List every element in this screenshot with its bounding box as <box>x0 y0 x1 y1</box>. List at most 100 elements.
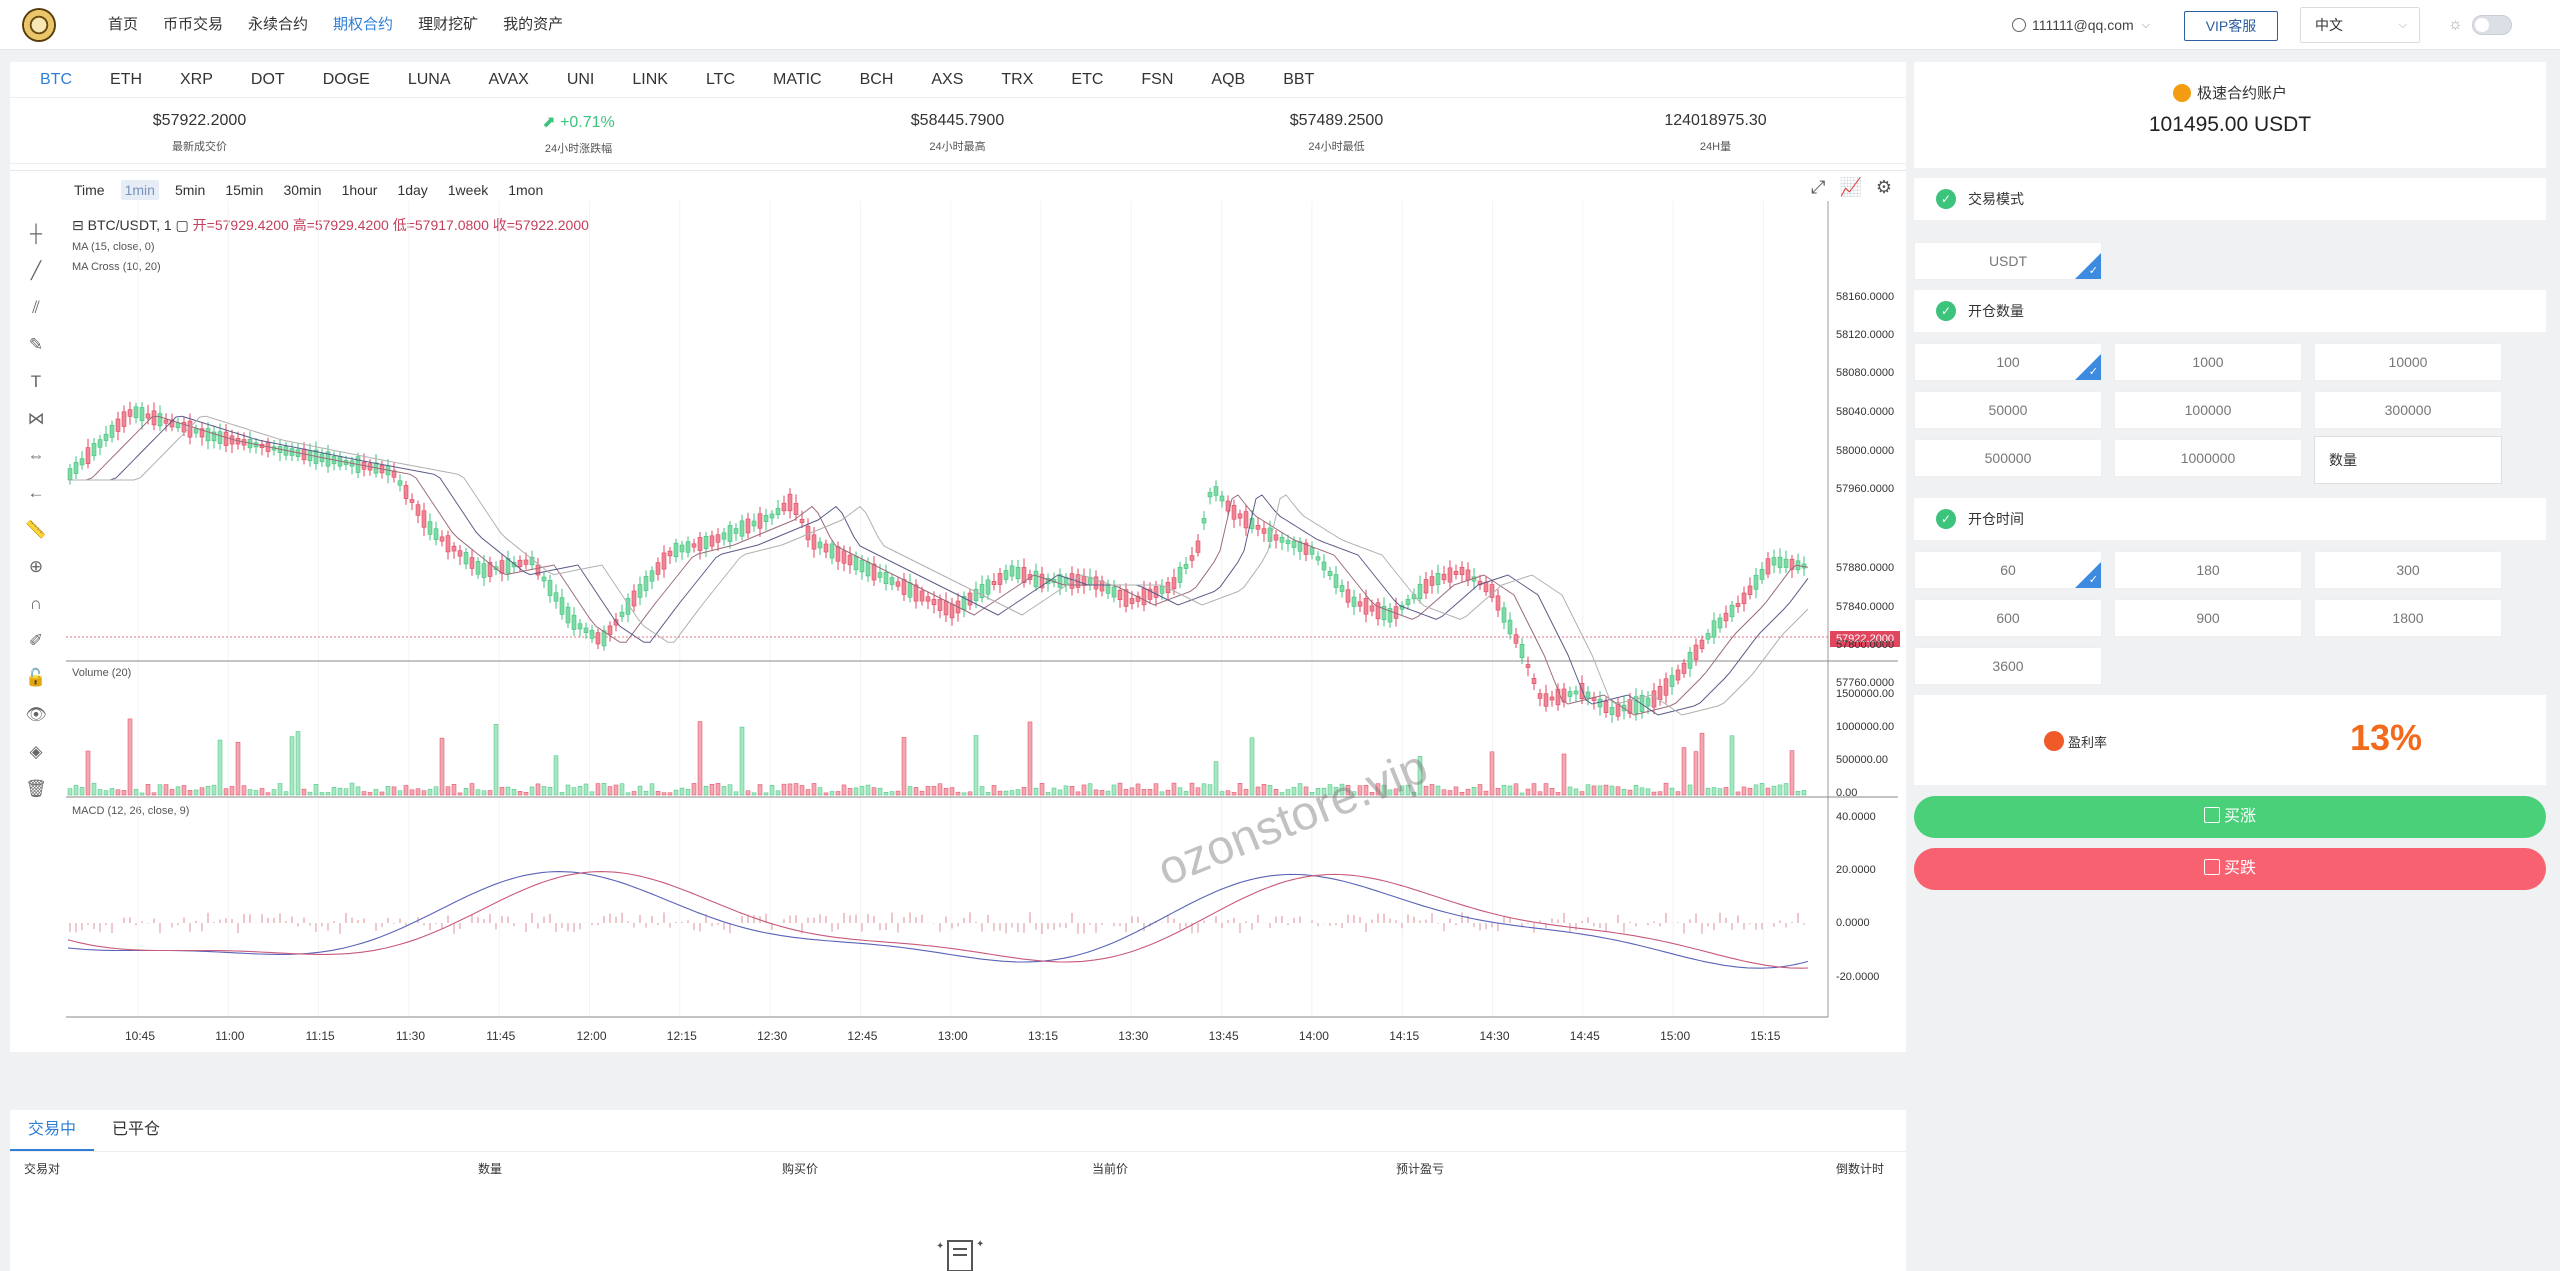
tf-1week[interactable]: 1week <box>447 182 489 198</box>
nav-home[interactable]: 首页 <box>108 16 139 33</box>
nav-options[interactable]: 期权合约 <box>333 16 394 33</box>
candle <box>481 563 487 578</box>
time-axis-label: 11:45 <box>486 1029 516 1043</box>
volume-bar <box>289 736 295 796</box>
eye-icon[interactable]: 👁 <box>25 705 47 724</box>
coin-tab-eth[interactable]: ETH <box>110 70 142 88</box>
tf-1hour[interactable]: 1hour <box>341 182 378 198</box>
duration-option[interactable]: 600 <box>1914 599 2102 637</box>
coin-tab-xrp[interactable]: XRP <box>180 70 213 88</box>
tf-1min[interactable]: 1min <box>120 180 159 200</box>
tf-5min[interactable]: 5min <box>174 182 206 198</box>
volume-bar <box>1087 783 1093 796</box>
fullscreen-icon[interactable]: ⤢ <box>1811 177 1826 197</box>
qty-option[interactable]: 500000 <box>1914 439 2102 477</box>
nav-assets[interactable]: 我的资产 <box>503 16 564 33</box>
coin-tab-bbt[interactable]: BBT <box>1283 70 1315 88</box>
candle <box>1675 669 1681 681</box>
trend-line-icon[interactable]: ╱ <box>30 261 42 280</box>
coin-tab-btc[interactable]: BTC <box>40 70 72 88</box>
lock-icon[interactable]: 🔓 <box>25 668 47 687</box>
user-menu[interactable]: 111111@qq.com ⌵ <box>2012 0 2150 50</box>
duration-option[interactable]: 180 <box>2114 551 2302 589</box>
chart-canvas[interactable] <box>10 171 1906 1051</box>
qty-option[interactable]: 10000 <box>2314 343 2502 381</box>
candle <box>1609 707 1615 715</box>
coin-tab-axs[interactable]: AXS <box>931 70 964 88</box>
tf-time[interactable]: Time <box>74 182 105 198</box>
change-value: +0.71% <box>560 114 615 131</box>
legend-hidden-icon[interactable]: ▢ <box>175 217 193 233</box>
tf-30min[interactable]: 30min <box>283 182 322 198</box>
duration-option[interactable]: 1800 <box>2314 599 2502 637</box>
back-arrow-icon[interactable]: ← <box>27 483 45 502</box>
qty-option[interactable]: 1000000 <box>2114 439 2302 477</box>
buy-up-button[interactable]: 买涨 <box>1914 796 2546 838</box>
text-tool-icon[interactable]: T <box>30 372 42 391</box>
duration-option[interactable]: 900 <box>2114 599 2302 637</box>
parallel-lines-icon[interactable]: ⫽ <box>32 298 40 317</box>
coin-tab-bch[interactable]: BCH <box>859 70 894 88</box>
measure-icon[interactable]: ⇔ <box>27 446 45 465</box>
coin-tab-matic[interactable]: MATIC <box>773 70 822 88</box>
tf-1mon[interactable]: 1mon <box>508 182 544 198</box>
volume-bar <box>1219 791 1225 796</box>
duration-option[interactable]: 60 ✓ <box>1914 551 2102 589</box>
qty-option[interactable]: 50000 <box>1914 391 2102 429</box>
qty-option[interactable]: 300000 <box>2314 391 2502 429</box>
time-axis-label: 11:30 <box>395 1029 426 1043</box>
magnet-icon[interactable]: ∩ <box>29 594 43 613</box>
coin-tab-luna[interactable]: LUNA <box>407 70 451 88</box>
tab-closed[interactable]: 已平仓 <box>112 1121 161 1138</box>
volume-bar <box>847 788 853 796</box>
duration-label: 开仓时间 <box>1968 511 2024 527</box>
coin-tab-uni[interactable]: UNI <box>566 70 595 88</box>
ruler-icon[interactable]: 📏 <box>25 520 47 539</box>
coin-tab-avax[interactable]: AVAX <box>488 70 529 88</box>
nav-mining[interactable]: 理财挖矿 <box>418 16 479 33</box>
volume-bar <box>1609 785 1615 796</box>
coin-tab-etc[interactable]: ETC <box>1071 70 1104 88</box>
crosshair-icon[interactable]: ┼ <box>29 224 43 243</box>
price-axis-label: 58080.0000 <box>1836 367 1895 379</box>
coin-tab-aqb[interactable]: AQB <box>1211 70 1246 88</box>
pattern-icon[interactable]: ⋈ <box>27 409 45 428</box>
coin-tab-link[interactable]: LINK <box>632 70 668 88</box>
trash-icon[interactable]: 🗑 <box>25 779 47 798</box>
coin-tab-doge[interactable]: DOGE <box>322 70 370 88</box>
candle <box>1645 697 1651 707</box>
tab-trading[interactable]: 交易中 <box>10 1110 95 1151</box>
gear-icon[interactable]: ⚙ <box>1875 177 1892 197</box>
collapse-icon[interactable]: ⊟ <box>72 217 88 233</box>
duration-option[interactable]: 3600 <box>1914 647 2102 685</box>
coin-tab-dot[interactable]: DOT <box>250 70 285 88</box>
zoom-in-icon[interactable]: ⊕ <box>28 557 44 576</box>
candle <box>637 584 643 598</box>
candle <box>907 582 913 598</box>
theme-toggle[interactable] <box>2472 15 2512 35</box>
quantity-input[interactable]: 数量 <box>2314 436 2502 484</box>
tf-1day[interactable]: 1day <box>397 182 428 198</box>
vip-support-button[interactable]: VIP客服 <box>2184 11 2278 41</box>
macd-line <box>67 871 1809 969</box>
volume-bar <box>631 791 637 796</box>
buy-down-button[interactable]: 买跌 <box>1914 848 2546 890</box>
layers-icon[interactable]: ◈ <box>29 742 43 761</box>
qty-option[interactable]: 1000 <box>2114 343 2302 381</box>
tf-15min[interactable]: 15min <box>225 182 264 198</box>
coin-tab-trx[interactable]: TRX <box>1001 70 1034 88</box>
language-select[interactable]: 中文 ⌵ <box>2300 7 2420 43</box>
qty-option[interactable]: 100000 <box>2114 391 2302 429</box>
brush-icon[interactable]: ✎ <box>28 335 44 354</box>
duration-option[interactable]: 300 <box>2314 551 2502 589</box>
coin-tab-fsn[interactable]: FSN <box>1141 70 1174 88</box>
mode-option-usdt[interactable]: USDT ✓ <box>1914 242 2102 280</box>
chevron-down-icon: ⌵ <box>2398 19 2407 31</box>
lock-draw-icon[interactable]: ✐ <box>28 631 44 650</box>
logo[interactable] <box>22 8 56 42</box>
qty-option[interactable]: 100 ✓ <box>1914 343 2102 381</box>
coin-tab-ltc[interactable]: LTC <box>705 70 735 88</box>
nav-perpetual[interactable]: 永续合约 <box>248 16 309 33</box>
nav-spot[interactable]: 币币交易 <box>163 16 224 33</box>
indicators-icon[interactable]: 📈 <box>1839 177 1862 197</box>
